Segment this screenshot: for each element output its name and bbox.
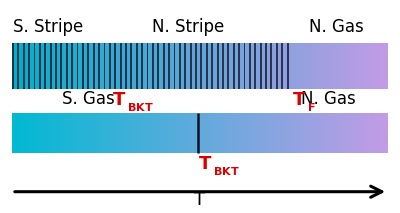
Text: S. Stripe: S. Stripe [13,18,83,36]
Text: $\mathbf{F}$: $\mathbf{F}$ [307,101,316,113]
Text: N. Stripe: N. Stripe [152,18,224,36]
Text: N. Gas: N. Gas [301,89,355,108]
Text: S. Gas: S. Gas [62,89,114,108]
Text: N. Gas: N. Gas [309,18,363,36]
Text: T: T [194,191,206,209]
Text: $\mathbf{BKT}$: $\mathbf{BKT}$ [127,101,154,113]
Text: $\mathbf{T}$: $\mathbf{T}$ [198,155,212,173]
Text: $\mathbf{BKT}$: $\mathbf{BKT}$ [213,165,240,177]
Text: $\mathbf{T}$: $\mathbf{T}$ [112,91,126,109]
Text: $\mathbf{T}$: $\mathbf{T}$ [292,91,306,109]
